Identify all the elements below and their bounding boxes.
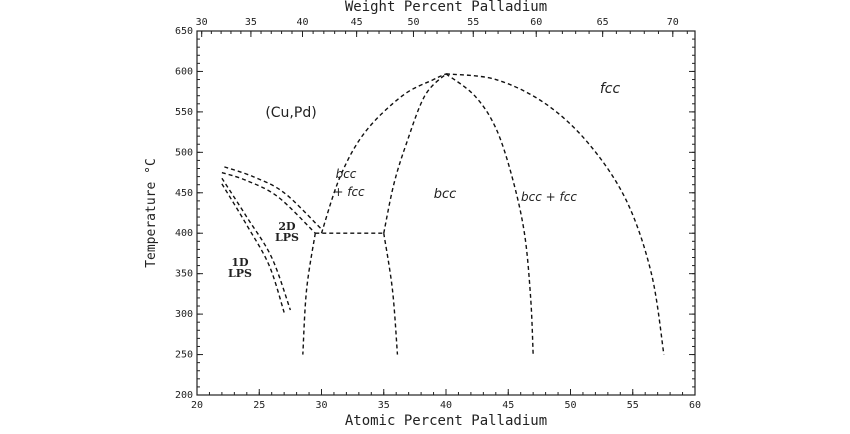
label-bcc-fcc-left-line1: bcc	[336, 167, 357, 181]
boundary-fcc-outer-right	[445, 73, 665, 355]
top-axis-ticks: 30 35 40 45 50 55 60 65 70	[196, 17, 688, 37]
top-tick-label: 50	[407, 17, 419, 28]
bottom-axis-ticks: 20 25 30 35 40 45 50 55 60	[191, 389, 701, 411]
label-bcc: bcc	[434, 187, 457, 202]
left-tick-label: 250	[175, 350, 193, 361]
bottom-tick-label: 60	[689, 400, 701, 411]
label-fcc: fcc	[600, 81, 621, 97]
left-axis-ticks: 200 250 300 350 400 450 500 550 600 650	[175, 26, 203, 401]
bottom-tick-label: 55	[627, 400, 639, 411]
right-axis-ticks	[689, 30, 695, 396]
boundary-bcc-left-low	[383, 233, 399, 355]
left-tick-label: 400	[175, 228, 193, 239]
label-cupd: (Cu,Pd)	[265, 105, 316, 121]
bottom-tick-label: 30	[315, 400, 327, 411]
left-tick-label: 650	[175, 26, 193, 37]
bottom-tick-label: 25	[253, 400, 265, 411]
bottom-tick-label: 50	[564, 400, 576, 411]
left-tick-label: 200	[175, 390, 193, 401]
top-axis-title: Weight Percent Palladium	[345, 0, 547, 15]
top-tick-label: 35	[245, 17, 257, 28]
label-1d-lps-line1: 1D	[231, 256, 249, 269]
left-tick-label: 350	[175, 269, 193, 280]
label-2d-lps-line1: 2D	[278, 220, 296, 233]
top-tick-label: 30	[196, 17, 208, 28]
bottom-axis-title: Atomic Percent Palladium	[345, 413, 547, 429]
bottom-tick-label: 40	[440, 400, 452, 411]
left-tick-label: 500	[175, 147, 193, 158]
boundary-fcc-left-low	[302, 233, 316, 355]
boundary-fcc-outer-left	[320, 73, 447, 234]
boundary-lps-2d-a	[224, 166, 322, 230]
left-tick-label: 450	[175, 188, 193, 199]
left-tick-label: 300	[175, 309, 193, 320]
left-tick-label: 550	[175, 107, 193, 118]
phase-boundaries	[221, 73, 665, 355]
boundary-bcc-right	[445, 73, 534, 355]
plot-frame	[196, 30, 696, 396]
bottom-tick-label: 45	[502, 400, 514, 411]
bottom-tick-label: 20	[191, 400, 203, 411]
label-bcc-fcc-left-line2: + fcc	[333, 185, 365, 199]
top-tick-label: 55	[467, 17, 479, 28]
boundary-lps-2d-b	[221, 171, 316, 234]
boundary-lps-1d-b	[221, 183, 285, 313]
bottom-tick-label: 35	[378, 400, 390, 411]
top-tick-label: 40	[296, 17, 308, 28]
left-axis-title: Temperature °C	[144, 158, 159, 268]
top-tick-label: 70	[667, 17, 679, 28]
label-2d-lps-line2: LPS	[275, 231, 299, 244]
top-tick-label: 45	[351, 17, 363, 28]
label-1d-lps-line2: LPS	[228, 267, 252, 280]
label-bcc-fcc-right: bcc + fcc	[521, 190, 577, 204]
top-tick-label: 65	[597, 17, 609, 28]
left-tick-label: 600	[175, 66, 193, 77]
boundary-bcc-left	[383, 73, 447, 234]
top-tick-label: 60	[530, 17, 542, 28]
